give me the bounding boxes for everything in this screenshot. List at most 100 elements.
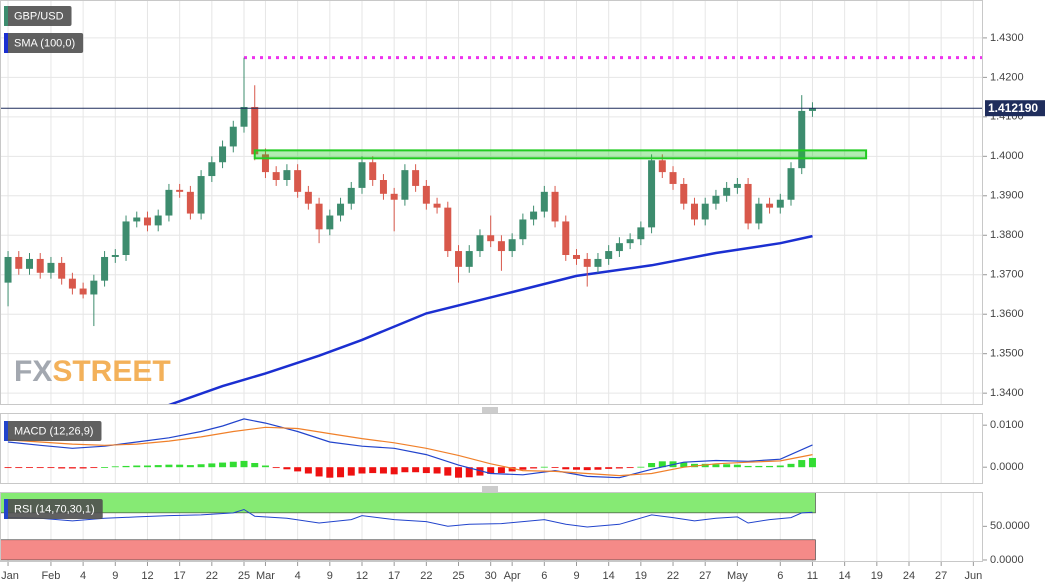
rsi-line bbox=[7, 508, 813, 528]
macd-histogram-bar bbox=[497, 467, 505, 474]
candle-body bbox=[433, 203, 441, 208]
candle-body bbox=[465, 251, 473, 267]
candle-body bbox=[798, 110, 806, 169]
rsi-panel-frame bbox=[0, 492, 983, 562]
macd-histogram-bar bbox=[58, 467, 66, 469]
x-tick-label: 22 bbox=[667, 570, 679, 582]
x-tick-label: 19 bbox=[635, 570, 647, 582]
candle-body bbox=[637, 227, 645, 240]
candle-body bbox=[304, 191, 312, 204]
macd-histogram-bar bbox=[15, 467, 23, 469]
x-tick-label: 22 bbox=[206, 570, 218, 582]
macd-histogram-bar bbox=[776, 465, 784, 468]
macd-histogram-bar bbox=[111, 466, 119, 468]
candle-body bbox=[165, 189, 173, 216]
x-tick-label: 9 bbox=[112, 570, 118, 582]
macd-histogram-bar bbox=[465, 467, 473, 478]
y-tick-label: 1.3400 bbox=[990, 387, 1024, 399]
x-tick-label: 12 bbox=[356, 570, 368, 582]
panel bbox=[4, 413, 974, 484]
legend-box bbox=[4, 33, 84, 53]
macd-histogram-bar bbox=[508, 467, 516, 472]
macd-histogram-bar bbox=[637, 466, 645, 468]
macd-histogram-bar bbox=[648, 462, 656, 468]
macd-histogram-bar bbox=[294, 467, 302, 472]
macd-histogram-bar bbox=[379, 467, 387, 474]
y-tick-label: 0.0000 bbox=[990, 554, 1024, 566]
candle-body bbox=[337, 203, 345, 216]
candle-body bbox=[776, 199, 784, 208]
macd-histogram-bar bbox=[197, 464, 205, 468]
candle-body bbox=[723, 187, 731, 196]
candle-body bbox=[583, 258, 591, 267]
candle-body bbox=[594, 258, 602, 267]
macd-histogram-bar bbox=[712, 464, 720, 468]
candle-body bbox=[669, 172, 677, 184]
legend-label: SMA (100,0) bbox=[14, 37, 75, 49]
candle-body bbox=[766, 203, 774, 208]
plot-layer: 1.43001.42001.41001.40001.39001.38001.37… bbox=[0, 0, 1045, 582]
macd-histogram-bar bbox=[122, 465, 130, 468]
y-tick-label: 1.4000 bbox=[990, 150, 1024, 162]
candle-body bbox=[401, 170, 409, 200]
candle-body bbox=[47, 262, 55, 273]
macd-histogram-bar bbox=[444, 467, 452, 476]
candle-body bbox=[219, 146, 227, 163]
x-tick-label: 24 bbox=[903, 570, 915, 582]
splitter-handle[interactable] bbox=[482, 486, 498, 492]
legend-box bbox=[4, 499, 103, 519]
price-panel-frame bbox=[0, 0, 983, 405]
candle-body bbox=[390, 193, 398, 200]
macd-histogram-bar bbox=[605, 467, 613, 469]
y-tick-label: 1.3800 bbox=[990, 229, 1024, 241]
candle-body bbox=[455, 251, 463, 267]
candle-body bbox=[701, 203, 709, 220]
candle-body bbox=[294, 170, 302, 192]
macd-histogram-bar bbox=[755, 465, 763, 468]
macd-histogram-bar bbox=[808, 457, 816, 468]
macd-histogram-bar bbox=[487, 467, 495, 474]
macd-histogram-bar bbox=[787, 463, 795, 468]
macd-histogram-bar bbox=[25, 467, 33, 468]
macd-histogram-bar bbox=[36, 467, 44, 469]
x-tick-label: 17 bbox=[388, 570, 400, 582]
candle-body bbox=[422, 185, 430, 204]
candle-body bbox=[197, 176, 205, 214]
legend-label: RSI (14,70,30,1) bbox=[14, 503, 95, 515]
candle-body bbox=[369, 162, 377, 180]
candle-body bbox=[519, 219, 527, 240]
candle-body bbox=[283, 170, 291, 180]
macd-histogram-bar bbox=[347, 467, 355, 476]
legend-label: GBP/USD bbox=[14, 10, 64, 22]
last-price-box bbox=[985, 100, 1045, 117]
legend-box bbox=[4, 6, 72, 26]
candle-body bbox=[186, 191, 194, 214]
candle-body bbox=[15, 256, 23, 269]
candle-body bbox=[240, 106, 248, 127]
candle-body bbox=[208, 162, 216, 177]
candle-body bbox=[444, 207, 452, 252]
macd-histogram-bar bbox=[165, 464, 173, 468]
macd-histogram-bar bbox=[315, 467, 323, 477]
x-tick-label: 4 bbox=[295, 570, 301, 582]
candle-body bbox=[229, 126, 237, 147]
macd-histogram-bar bbox=[455, 467, 463, 478]
splitter-handle[interactable] bbox=[482, 407, 498, 413]
macd-histogram-bar bbox=[326, 467, 334, 478]
y-tick-label: 1.3900 bbox=[990, 190, 1024, 202]
macd-histogram-bar bbox=[283, 467, 291, 470]
macd-histogram-bar bbox=[723, 464, 731, 468]
candle-body bbox=[733, 183, 741, 188]
macd-histogram-bar bbox=[422, 467, 430, 474]
candle-body bbox=[4, 256, 12, 283]
macd-histogram-bar bbox=[766, 465, 774, 468]
macd-histogram-bar bbox=[90, 467, 98, 469]
macd-histogram-bar bbox=[304, 467, 312, 474]
macd-histogram-bar bbox=[594, 467, 602, 470]
x-tick-label: 9 bbox=[573, 570, 579, 582]
candle-body bbox=[744, 183, 752, 224]
candle-body bbox=[176, 189, 184, 192]
y-tick-label: 0.0000 bbox=[990, 461, 1024, 473]
